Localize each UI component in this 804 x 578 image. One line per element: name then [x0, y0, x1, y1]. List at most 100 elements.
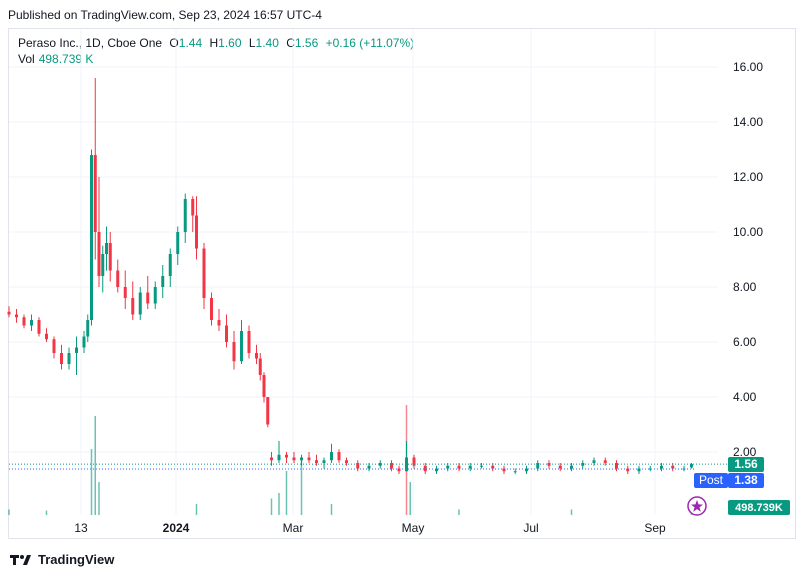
candle-body	[93, 155, 97, 232]
candle-body	[7, 311, 11, 315]
y-axis: 16.00 14.00 12.00 10.00 8.00 6.00 4.00 2.00	[733, 60, 763, 459]
published-header: Published on TradingView.com, Sep 23, 20…	[8, 8, 322, 22]
candle-body	[491, 465, 495, 469]
volume-bar	[195, 504, 198, 515]
candle-body	[468, 465, 472, 469]
candle-body	[390, 463, 393, 469]
high-value: 1.60	[218, 36, 242, 50]
candle-body	[300, 457, 303, 461]
candle-body	[105, 243, 108, 254]
low-label: L	[248, 36, 256, 50]
y-tick-label: 10.00	[733, 225, 763, 239]
low-value: 1.40	[255, 36, 279, 50]
candle-body	[412, 457, 416, 466]
candle-body	[138, 292, 142, 315]
volume-bar	[330, 504, 333, 515]
candle-body	[202, 248, 206, 298]
candle-body	[615, 463, 618, 469]
candle-body	[90, 155, 93, 320]
y-tick-label: 4.00	[733, 390, 757, 404]
volume-bar	[300, 460, 303, 515]
candle-body	[525, 468, 528, 472]
candle-body	[176, 232, 180, 254]
volume-bar	[570, 509, 573, 515]
volume-badge: 498.739K	[728, 500, 790, 515]
candle-body	[37, 320, 41, 334]
candle-body	[240, 331, 243, 362]
candle-body	[131, 298, 135, 315]
candle-body	[285, 454, 288, 458]
candle-body	[22, 317, 26, 326]
x-tick-label: 2024	[163, 521, 190, 535]
candle-body	[183, 199, 187, 232]
candle-body	[502, 468, 506, 472]
candle-body	[603, 460, 607, 463]
candle-body	[513, 471, 517, 473]
y-tick-label: 12.00	[733, 170, 763, 184]
volume-bar	[270, 498, 273, 515]
y-tick-label: 14.00	[733, 115, 763, 129]
candle-body	[86, 320, 90, 337]
candle-body	[255, 353, 258, 359]
close-value: 1.56	[294, 36, 319, 50]
y-tick-label: 2.00	[733, 445, 757, 459]
candle-body	[457, 465, 461, 469]
high-label: H	[209, 36, 219, 50]
candle-body	[52, 339, 56, 353]
volume-bar	[45, 510, 48, 515]
candle-body	[570, 465, 573, 469]
y-tick-label: 16.00	[733, 60, 763, 74]
candle-body	[378, 463, 382, 466]
candle-body	[195, 215, 198, 249]
candle-body	[153, 287, 157, 304]
candle-body	[423, 465, 427, 472]
candle-body	[232, 342, 236, 362]
symbol-name[interactable]: Peraso Inc., 1D, Cboe One	[18, 36, 163, 50]
last-price-badge: 1.56	[728, 457, 764, 472]
candle-body	[292, 457, 296, 461]
volume-bar	[409, 482, 411, 515]
x-tick-label: May	[402, 521, 425, 535]
brand-name: TradingView	[38, 552, 115, 567]
volume-bar	[285, 471, 288, 515]
volume-value: 498.739 K	[38, 52, 94, 66]
volume-bar	[94, 416, 96, 515]
candle-body	[168, 254, 172, 276]
candle-body	[258, 358, 262, 375]
post-price-text: 1.38	[734, 473, 758, 487]
footer: TradingView	[10, 552, 114, 567]
candle-body	[116, 270, 120, 287]
candle-body	[330, 452, 333, 461]
candle-body	[660, 465, 663, 469]
candle-body	[75, 347, 78, 353]
post-label-text: Post	[699, 473, 724, 487]
x-tick-label: 13	[74, 521, 88, 535]
candle-body	[315, 460, 318, 463]
candle-body	[266, 397, 270, 425]
volume-legend: Vol 498.739 K	[18, 51, 93, 67]
volume-bars	[8, 405, 693, 515]
candle-body	[67, 353, 71, 364]
candle-body	[191, 199, 195, 216]
open-value: 1.44	[178, 36, 203, 50]
x-tick-label: Sep	[644, 521, 666, 535]
candle-body	[637, 468, 641, 472]
watchlist-star-icon[interactable]	[687, 496, 707, 516]
candle-body	[82, 336, 86, 348]
candle-body	[690, 464, 693, 468]
candle-body	[247, 331, 251, 353]
volume-badge-text: 498.739K	[735, 502, 783, 514]
x-tick-label: Jul	[523, 521, 538, 535]
candle-body	[15, 314, 18, 318]
candle-body	[30, 320, 33, 326]
candle-body	[671, 465, 675, 469]
tradingview-logo-icon	[10, 554, 31, 565]
candle-body	[60, 353, 63, 364]
ohlc-legend: Peraso Inc., 1D, Cboe One O1.44 H1.60 L1…	[18, 35, 414, 51]
candle-body	[101, 254, 105, 276]
volume-bar	[90, 449, 93, 515]
candle-body	[558, 465, 562, 469]
candle-body	[648, 468, 652, 470]
volume-label: Vol	[18, 52, 35, 66]
